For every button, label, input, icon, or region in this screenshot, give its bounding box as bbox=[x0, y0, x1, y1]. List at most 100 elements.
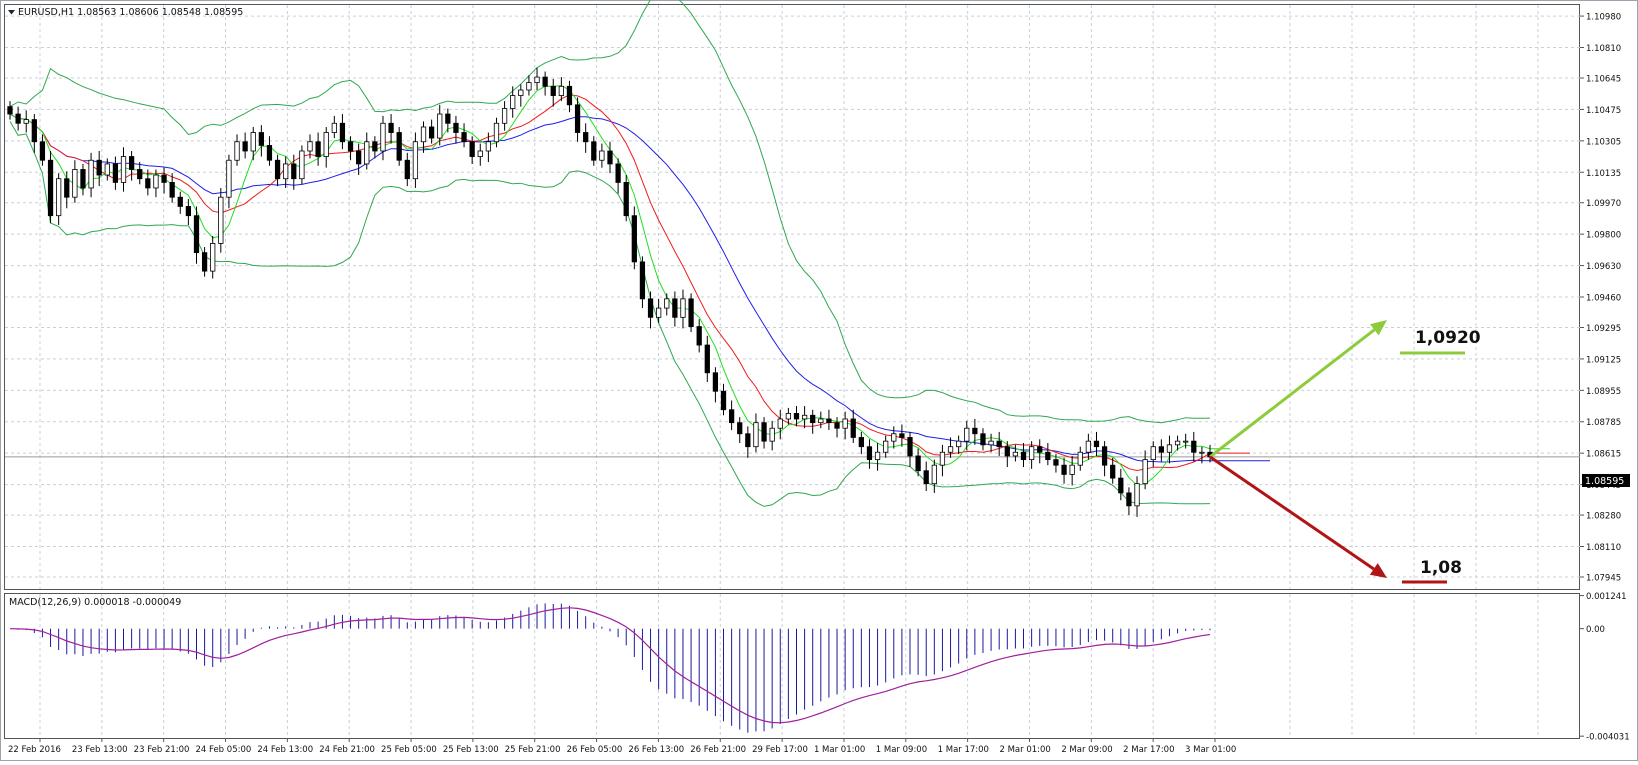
candle[interactable] bbox=[996, 431, 1002, 456]
candle[interactable] bbox=[120, 147, 127, 192]
candle[interactable] bbox=[1158, 439, 1164, 462]
candle[interactable] bbox=[226, 154, 232, 209]
candle[interactable] bbox=[793, 406, 800, 427]
candle[interactable] bbox=[1028, 441, 1035, 469]
candle[interactable] bbox=[826, 409, 832, 431]
candle[interactable] bbox=[591, 136, 597, 166]
candle[interactable] bbox=[242, 132, 248, 159]
candle[interactable] bbox=[96, 151, 102, 187]
candle[interactable] bbox=[550, 78, 556, 107]
triangle-down-icon[interactable] bbox=[8, 10, 15, 15]
candle[interactable] bbox=[1110, 457, 1116, 484]
candle[interactable] bbox=[23, 110, 29, 133]
candle[interactable] bbox=[728, 400, 735, 431]
candle[interactable] bbox=[291, 154, 297, 190]
candle[interactable] bbox=[469, 136, 475, 164]
candle[interactable] bbox=[574, 97, 581, 142]
candle[interactable] bbox=[883, 435, 889, 458]
candle[interactable] bbox=[372, 136, 378, 159]
candle[interactable] bbox=[1183, 433, 1189, 449]
candle[interactable] bbox=[380, 115, 386, 161]
candle[interactable] bbox=[947, 437, 954, 458]
candle[interactable] bbox=[453, 115, 459, 144]
candle[interactable] bbox=[201, 247, 208, 277]
candle[interactable] bbox=[64, 171, 70, 209]
candle[interactable] bbox=[1085, 433, 1092, 460]
candle[interactable] bbox=[428, 119, 435, 144]
candle[interactable] bbox=[258, 125, 264, 157]
candle[interactable] bbox=[153, 169, 159, 198]
candle[interactable] bbox=[680, 289, 686, 329]
candle[interactable] bbox=[137, 162, 143, 185]
candle[interactable] bbox=[1037, 439, 1043, 464]
candle[interactable] bbox=[980, 428, 986, 451]
candle[interactable] bbox=[250, 126, 256, 161]
candle[interactable] bbox=[1174, 435, 1181, 451]
candle[interactable] bbox=[1077, 446, 1083, 471]
candle[interactable] bbox=[128, 151, 135, 181]
candle[interactable] bbox=[356, 143, 362, 176]
candle[interactable] bbox=[339, 114, 346, 150]
candle[interactable] bbox=[47, 151, 54, 224]
candle[interactable] bbox=[542, 71, 548, 96]
candle[interactable] bbox=[510, 86, 516, 118]
candle[interactable] bbox=[777, 409, 783, 440]
candle[interactable] bbox=[1166, 435, 1173, 464]
candle[interactable] bbox=[1093, 431, 1100, 456]
candle[interactable] bbox=[534, 67, 540, 91]
candle[interactable] bbox=[501, 101, 508, 131]
candle[interactable] bbox=[956, 435, 962, 455]
candle[interactable] bbox=[234, 134, 240, 166]
candle[interactable] bbox=[266, 136, 273, 166]
candle[interactable] bbox=[712, 367, 719, 403]
candle[interactable] bbox=[210, 236, 216, 279]
candle[interactable] bbox=[688, 293, 694, 333]
candle[interactable] bbox=[1069, 455, 1075, 486]
candle[interactable] bbox=[526, 75, 532, 96]
candle[interactable] bbox=[1142, 450, 1148, 490]
candle[interactable] bbox=[566, 80, 573, 113]
candle[interactable] bbox=[558, 77, 564, 102]
candle[interactable] bbox=[753, 413, 759, 453]
candle[interactable] bbox=[656, 298, 662, 323]
candle[interactable] bbox=[518, 84, 524, 107]
candle[interactable] bbox=[664, 293, 670, 316]
candle[interactable] bbox=[1118, 468, 1124, 501]
candle[interactable] bbox=[931, 459, 937, 493]
candle[interactable] bbox=[461, 123, 467, 148]
candle[interactable] bbox=[72, 160, 78, 203]
candle[interactable] bbox=[485, 132, 492, 163]
candle[interactable] bbox=[145, 169, 151, 196]
candle[interactable] bbox=[842, 411, 848, 440]
candle[interactable] bbox=[218, 187, 224, 253]
candle[interactable] bbox=[599, 143, 605, 168]
candle[interactable] bbox=[315, 132, 321, 166]
candle[interactable] bbox=[404, 152, 410, 187]
candle[interactable] bbox=[1012, 444, 1019, 462]
candle[interactable] bbox=[420, 121, 427, 153]
candle[interactable] bbox=[347, 136, 354, 161]
candle[interactable] bbox=[1134, 476, 1140, 517]
candle[interactable] bbox=[283, 156, 289, 188]
candle[interactable] bbox=[810, 409, 816, 434]
candle[interactable] bbox=[915, 448, 921, 477]
candle[interactable] bbox=[169, 173, 175, 203]
candle[interactable] bbox=[818, 411, 824, 429]
candle[interactable] bbox=[972, 418, 978, 445]
candle[interactable] bbox=[923, 461, 929, 492]
candle[interactable] bbox=[299, 145, 305, 185]
candle[interactable] bbox=[31, 114, 37, 153]
candle[interactable] bbox=[1126, 487, 1132, 516]
candle[interactable] bbox=[1101, 441, 1108, 477]
candle[interactable] bbox=[493, 117, 500, 148]
candle[interactable] bbox=[112, 156, 119, 190]
candle[interactable] bbox=[1061, 457, 1067, 484]
candle[interactable] bbox=[623, 175, 629, 222]
candle[interactable] bbox=[737, 417, 743, 443]
candle[interactable] bbox=[56, 173, 62, 225]
candle[interactable] bbox=[1004, 441, 1010, 468]
candle[interactable] bbox=[7, 101, 13, 120]
candle[interactable] bbox=[866, 439, 873, 469]
candle[interactable] bbox=[1150, 441, 1156, 468]
